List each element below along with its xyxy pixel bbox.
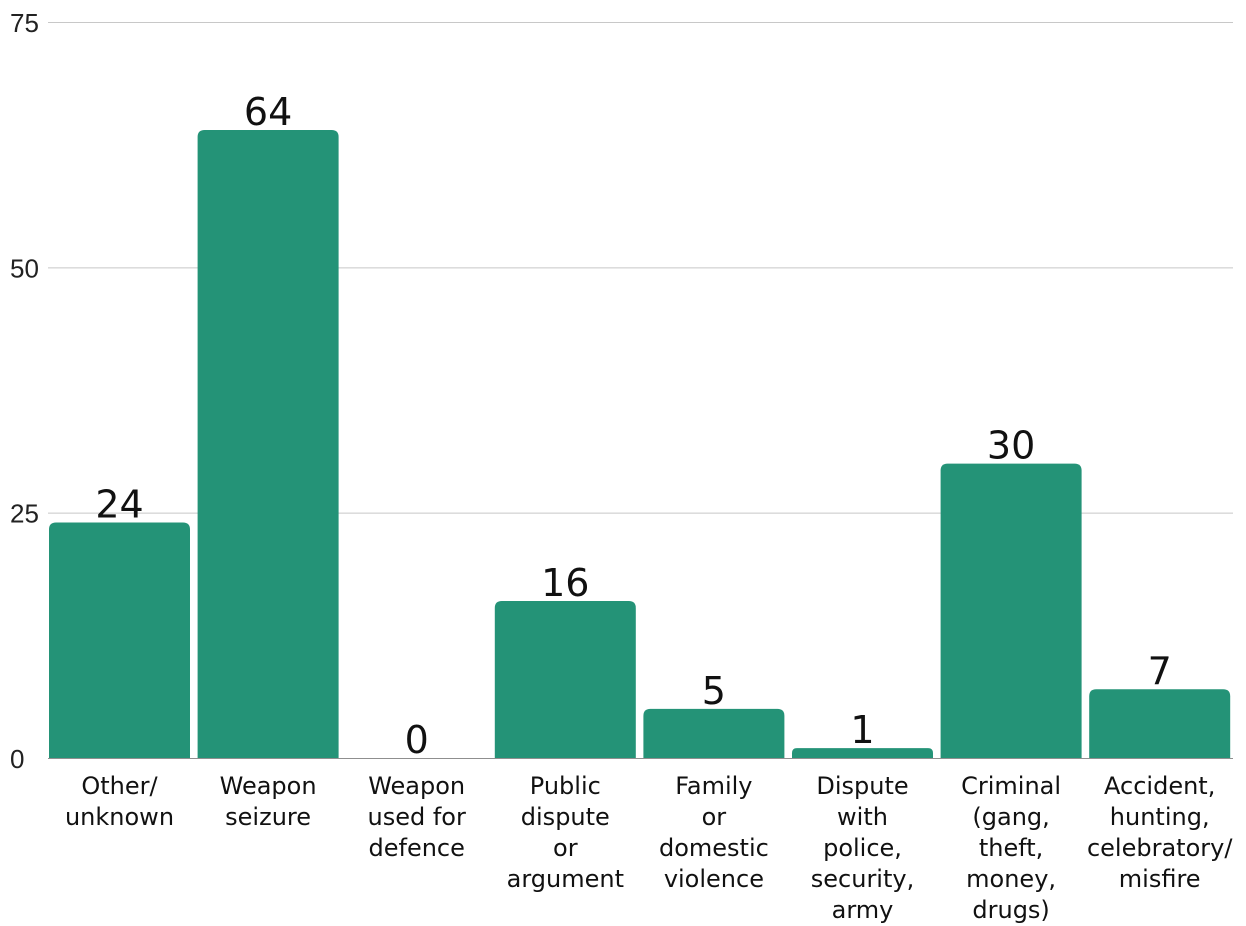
y-axis-ticks: 0 25 50 75 — [10, 8, 39, 774]
bar-value-label: 16 — [541, 561, 589, 605]
bar — [940, 463, 1082, 758]
bar — [49, 522, 190, 758]
bar-value-label: 7 — [1148, 649, 1172, 693]
x-tick-label: Other/unknown — [65, 772, 174, 831]
y-tick-label: 25 — [10, 499, 39, 529]
y-tick-label: 0 — [10, 744, 24, 774]
bar — [197, 129, 339, 759]
bar — [1089, 689, 1231, 758]
bar-value-label: 1 — [850, 708, 874, 752]
bar-value-label: 30 — [987, 424, 1035, 468]
x-axis-labels: Other/unknown Weapon seizure Weapon used for… — [65, 772, 1233, 924]
bar-value-label: 5 — [702, 669, 726, 713]
bar-value-label: 64 — [244, 90, 292, 134]
x-tick-label: Dispute with police, security, army — [811, 772, 914, 924]
value-labels: 24 64 0 16 5 1 30 7 — [95, 90, 1171, 762]
x-tick-label: Public dispute or argument — [507, 772, 624, 893]
x-tick-label: Accident, hunting, celebratory/misfire — [1087, 772, 1233, 893]
x-tick-label: Family or domestic violence — [659, 772, 769, 893]
bar — [792, 748, 933, 758]
x-tick-label: Weapon seizure — [220, 772, 317, 831]
y-tick-label: 75 — [10, 8, 39, 38]
x-tick-label: Criminal (gang, theft, money, drugs) — [961, 772, 1061, 924]
bar — [494, 600, 636, 758]
bar-value-label: 24 — [95, 482, 143, 526]
bar — [643, 708, 785, 758]
y-tick-label: 50 — [10, 253, 39, 283]
bar-value-label: 0 — [405, 718, 429, 762]
bars — [49, 129, 1231, 759]
x-tick-label: Weapon used for defence — [368, 772, 466, 862]
